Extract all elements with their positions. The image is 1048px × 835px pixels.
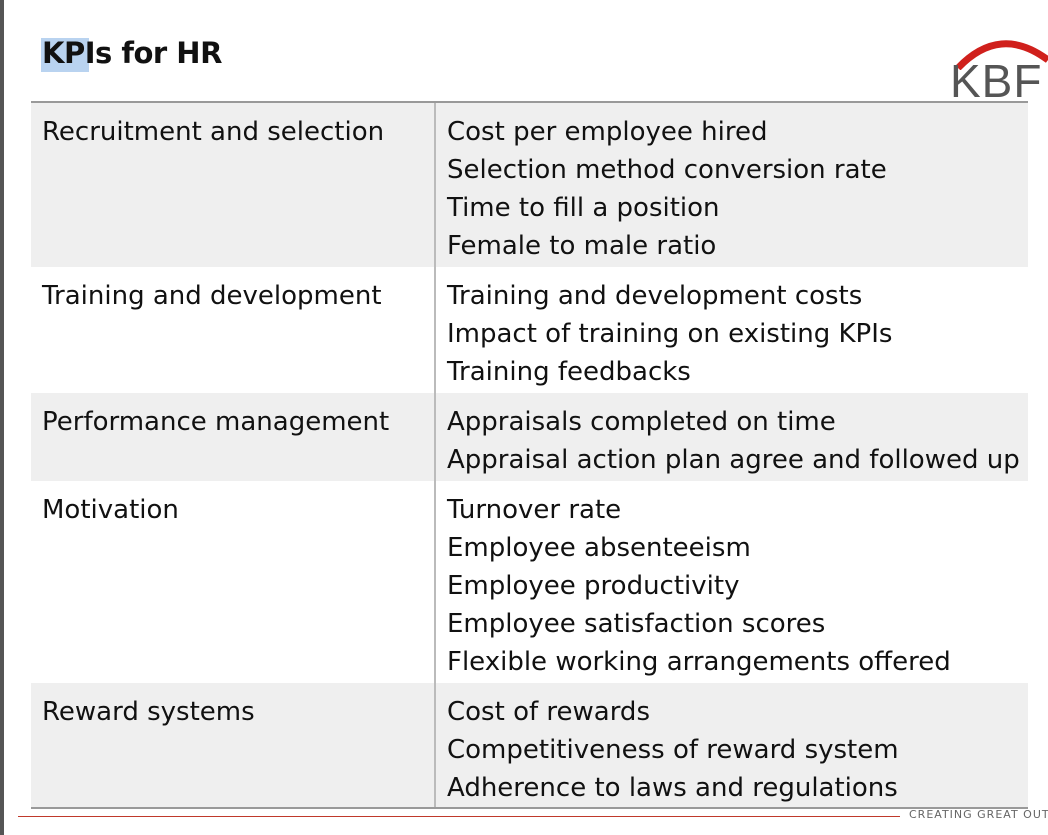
category-cell: Performance management xyxy=(31,393,436,481)
kpi-item: Appraisal action plan agree and followed… xyxy=(447,445,1020,475)
logo-text: KBF xyxy=(950,55,1043,107)
kpi-item: Training feedbacks xyxy=(447,357,691,387)
logo-arc xyxy=(955,40,1048,70)
kpi-table: Recruitment and selection Cost per employ… xyxy=(31,101,1028,809)
kpi-item: Competitiveness of reward system xyxy=(447,735,899,765)
table-row: Performance management Appraisals complet… xyxy=(31,393,1028,481)
kpi-item: Time to fill a position xyxy=(447,193,720,223)
kpi-item: Appraisals completed on time xyxy=(447,407,836,437)
category-cell: Training and development xyxy=(31,267,436,393)
kpi-item: Training and development costs xyxy=(447,281,863,311)
slide-title: KPIs for HR xyxy=(42,36,222,70)
kpi-item: Employee productivity xyxy=(447,571,740,601)
items-cell: Turnover rate Employee absenteeism Employe… xyxy=(436,481,951,683)
category-cell: Recruitment and selection xyxy=(31,103,436,267)
items-cell: Appraisals completed on time Appraisal ac… xyxy=(436,393,1020,481)
text-selection xyxy=(41,38,89,72)
items-cell: Cost per employee hired Selection method … xyxy=(436,103,887,267)
kpi-item: Impact of training on existing KPIs xyxy=(447,319,893,349)
category-cell: Reward systems xyxy=(31,683,436,807)
logo-arc-path xyxy=(955,40,1048,70)
kpi-item: Female to male ratio xyxy=(447,231,717,261)
table-row: Motivation Turnover rate Employee absentee… xyxy=(31,481,1028,683)
kpi-item: Selection method conversion rate xyxy=(447,155,887,185)
kpi-item: Flexible working arrangements offered xyxy=(447,647,951,677)
items-cell: Training and development costs Impact of … xyxy=(436,267,892,393)
table-row: Recruitment and selection Cost per employ… xyxy=(31,103,1028,267)
kpi-item: Cost per employee hired xyxy=(447,117,768,147)
kpi-item: Adherence to laws and regulations xyxy=(447,773,898,803)
window-edge xyxy=(0,0,4,835)
table-row: Reward systems Cost of rewards Competitive… xyxy=(31,683,1028,807)
footer-line xyxy=(18,816,900,817)
kpi-item: Employee satisfaction scores xyxy=(447,609,826,639)
category-cell: Motivation xyxy=(31,481,436,683)
footer-text: CREATING GREAT OUT xyxy=(909,808,1048,821)
kpi-item: Employee absenteeism xyxy=(447,533,751,563)
kpi-item: Cost of rewards xyxy=(447,697,650,727)
items-cell: Cost of rewards Competitiveness of reward… xyxy=(436,683,899,807)
table-row: Training and development Training and dev… xyxy=(31,267,1028,393)
kpi-item: Turnover rate xyxy=(447,495,622,525)
